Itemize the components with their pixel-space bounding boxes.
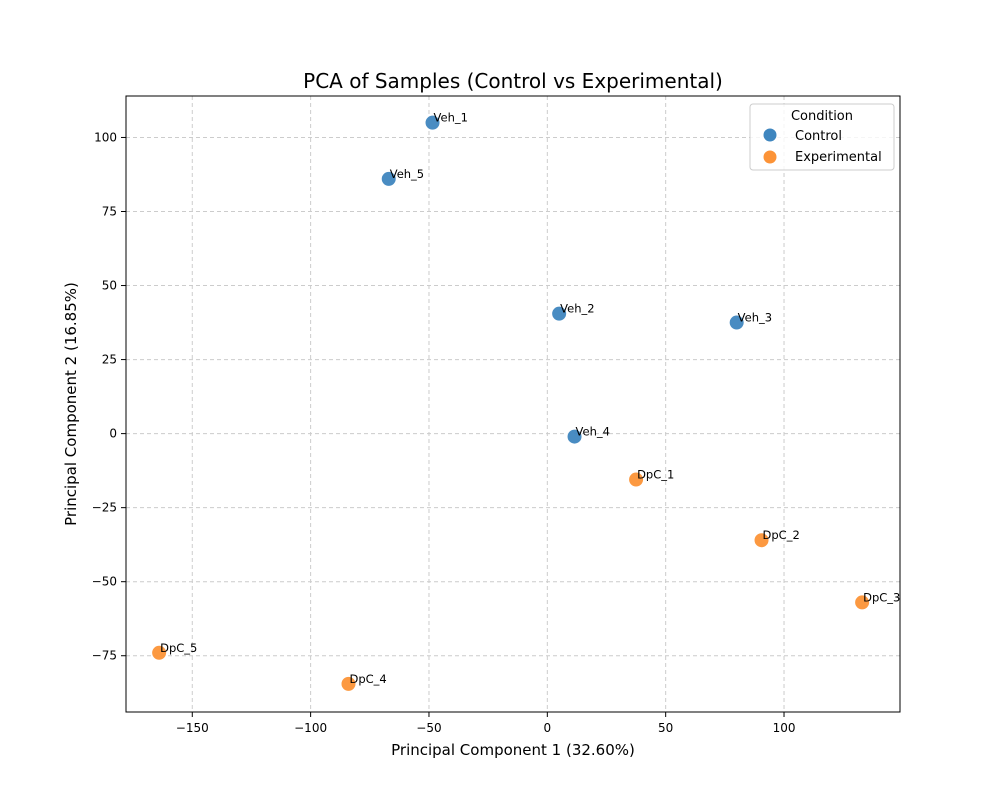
- x-tick-label: −50: [416, 721, 441, 735]
- point-veh-2: [551, 305, 568, 322]
- x-tick-label: −100: [294, 721, 327, 735]
- point-dpc-2: [753, 532, 770, 549]
- legend-label-experimental: Experimental: [795, 150, 882, 165]
- legend-box: [749, 103, 895, 171]
- point-dpc-5: [151, 644, 168, 661]
- legend-marker-experimental: [762, 149, 778, 165]
- point-label-veh-3: Veh_3: [738, 311, 772, 325]
- point-label-veh-4: Veh_4: [576, 425, 610, 439]
- point-label-veh-5: Veh_5: [390, 167, 424, 181]
- point-label-veh-1: Veh_1: [434, 111, 468, 125]
- y-tick-label: 0: [109, 427, 117, 441]
- x-tick-label: 100: [773, 721, 796, 735]
- legend-title: Condition: [791, 109, 853, 124]
- grid-lines: [126, 96, 900, 712]
- y-axis-label: Principal Component 2 (16.85%): [62, 282, 80, 526]
- y-tick-label: −75: [92, 649, 117, 663]
- y-tick-label: 100: [94, 130, 117, 144]
- x-tick-label: 50: [658, 721, 673, 735]
- point-label-dpc-4: DpC_4: [349, 672, 386, 686]
- legend-label-control: Control: [795, 129, 842, 144]
- point-dpc-4: [340, 675, 357, 692]
- data-points: Veh_1 Veh_5 Veh_2 Veh_3 Veh_4 DpC_1 DpC_2 DpC_3…: [151, 111, 900, 692]
- point-veh-5: [380, 170, 397, 187]
- point-label-veh-2: Veh_2: [560, 302, 594, 316]
- y-tick-label: −25: [92, 501, 117, 515]
- point-label-dpc-3: DpC_3: [863, 590, 900, 604]
- legend: Condition Control Experimental: [749, 103, 895, 171]
- axis-ticks: −150 −100 −50 0 50 100 −75 −50 −25 0 25 50 75 100: [92, 130, 796, 735]
- point-veh-1: [424, 114, 441, 131]
- x-tick-label: −150: [176, 721, 209, 735]
- y-tick-label: 50: [102, 279, 117, 293]
- point-dpc-3: [854, 594, 871, 611]
- point-label-dpc-1: DpC_1: [637, 468, 674, 482]
- point-label-dpc-2: DpC_2: [763, 528, 800, 542]
- point-veh-4: [566, 428, 583, 445]
- point-veh-3: [728, 314, 745, 331]
- legend-marker-control: [762, 127, 778, 143]
- y-tick-label: 75: [102, 205, 117, 219]
- point-label-dpc-5: DpC_5: [160, 641, 197, 655]
- chart-title: PCA of Samples (Control vs Experimental): [303, 69, 723, 93]
- x-axis-label: Principal Component 1 (32.60%): [391, 741, 635, 759]
- point-dpc-1: [628, 471, 645, 488]
- x-tick-label: 0: [544, 721, 552, 735]
- y-tick-label: 25: [102, 353, 117, 367]
- plot-frame: [125, 95, 901, 713]
- y-tick-label: −50: [92, 575, 117, 589]
